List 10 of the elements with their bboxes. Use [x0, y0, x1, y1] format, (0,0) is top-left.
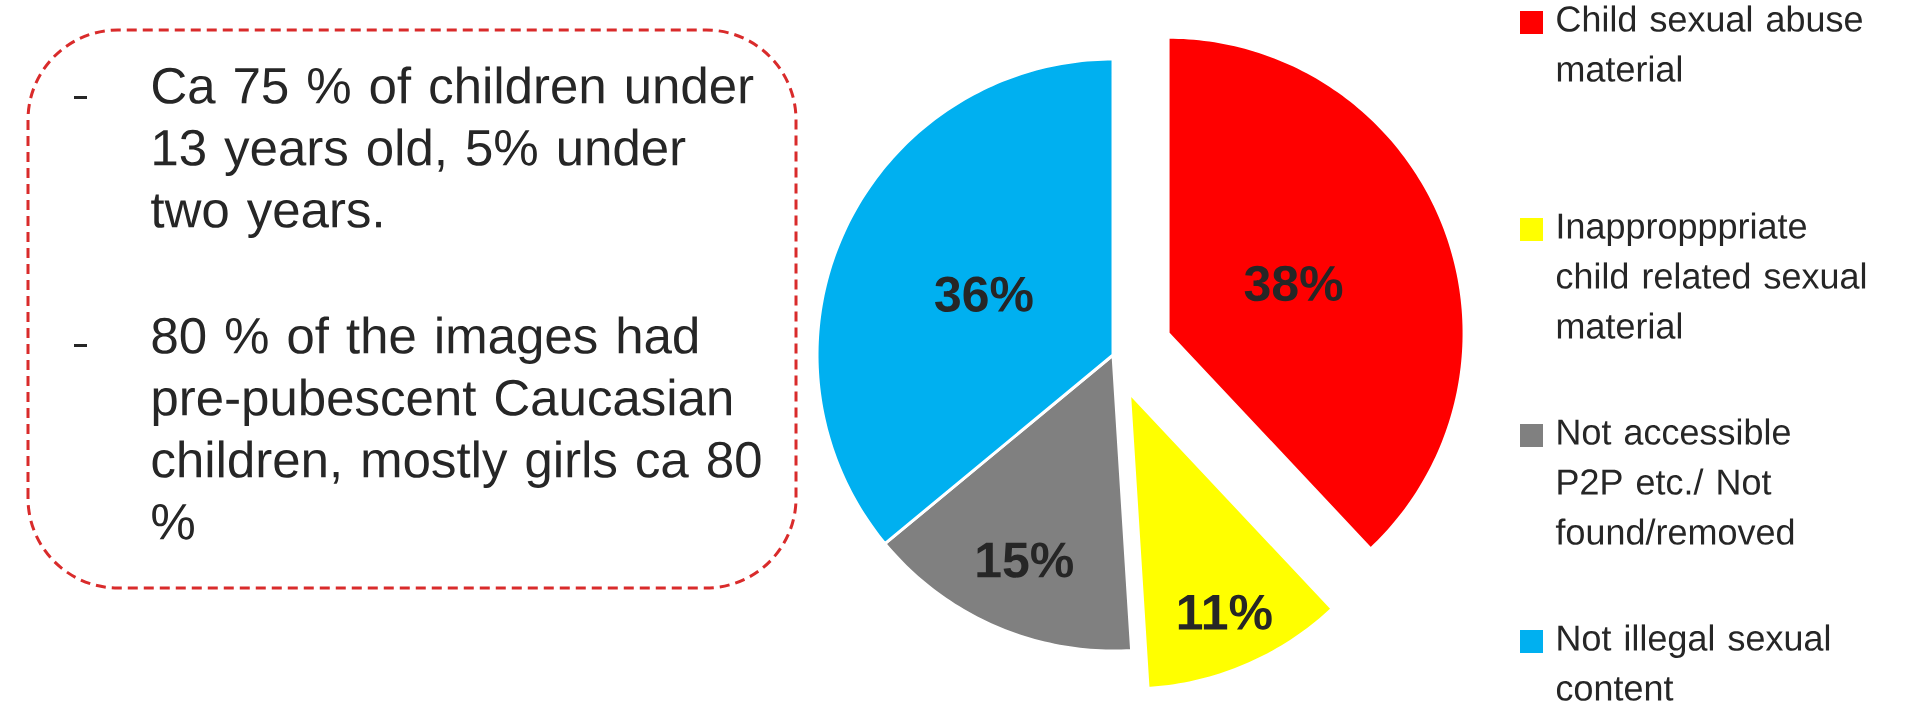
data-label: 38%: [1244, 265, 1343, 302]
text: Ca 75 % of children under 13 years old, 5% under two years.: [151, 66, 754, 238]
data-label: 36%: [935, 276, 1033, 312]
legend-label: Not accessible P2P etc./ Not found/removed: [1555, 418, 1794, 545]
legend-label: Child sexual abuse material: [1557, 5, 1862, 82]
data-label: 15%: [977, 542, 1073, 578]
legend-label: Not illegal sexual content: [1556, 624, 1830, 701]
legend-label: Inappropppriate child related sexual material: [1556, 212, 1866, 339]
data-label: 11%: [1178, 594, 1272, 630]
text: 80 % of the images had pre-pubescent Caucasian children, mostly girls ca 80 %: [152, 316, 761, 540]
